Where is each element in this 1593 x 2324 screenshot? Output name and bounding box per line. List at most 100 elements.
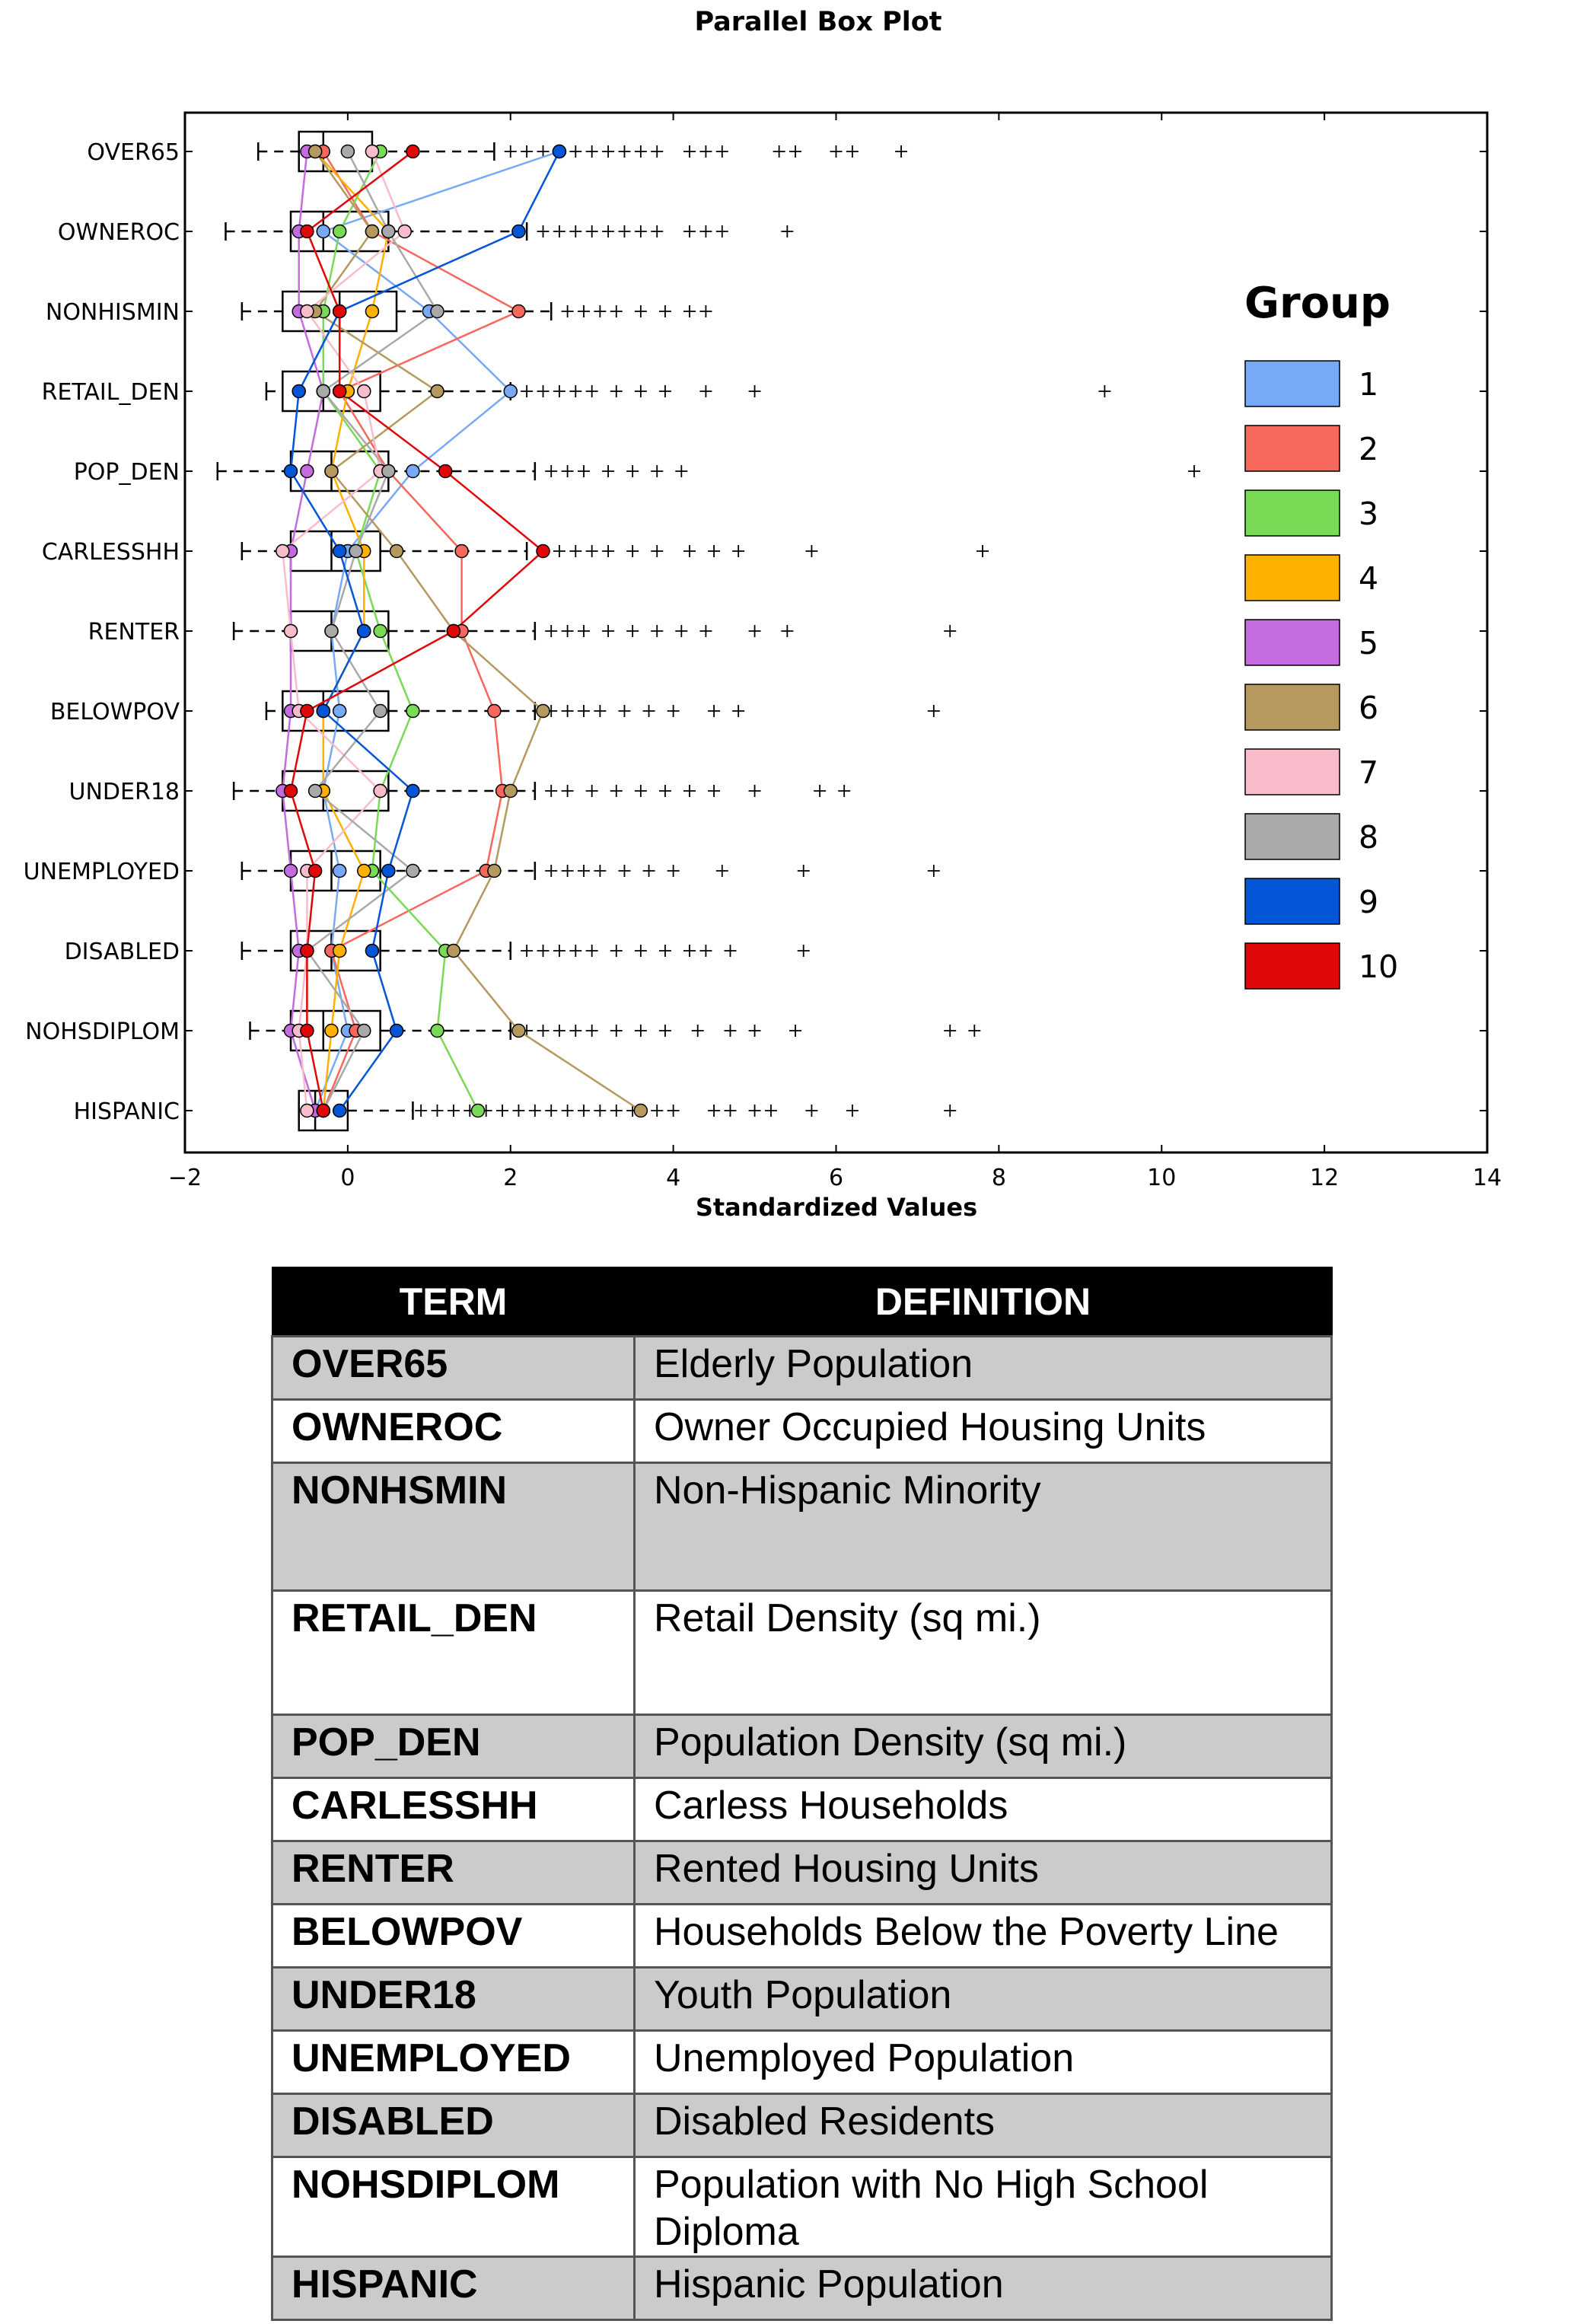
definition-cell: Elderly Population [633, 1335, 1333, 1401]
outlier-marker [699, 145, 712, 158]
outlier-marker [447, 1105, 460, 1117]
term-cell: POP_DEN [271, 1714, 636, 1779]
legend-item-group-7: 7 [1244, 748, 1378, 795]
term-cell: UNEMPLOYED [271, 2029, 636, 2095]
outlier-marker [683, 225, 696, 238]
outlier-marker [594, 865, 607, 877]
point-group-9 [552, 144, 567, 159]
chart-title: Parallel Box Plot [694, 7, 941, 37]
point-group-10 [300, 703, 314, 719]
outlier-marker [658, 945, 671, 957]
outlier-marker [569, 945, 582, 957]
outlier-marker [577, 705, 590, 717]
outlier-marker [838, 785, 851, 797]
point-group-5 [283, 863, 298, 878]
outlier-marker [618, 865, 631, 877]
outlier-marker [683, 305, 696, 317]
y-tick-label: UNDER18 [69, 779, 180, 805]
table-row: NOHSDIPLOM Population with No High Schoo… [271, 2156, 1333, 2258]
outlier-marker [724, 1025, 737, 1037]
legend-title: Group [1244, 279, 1391, 328]
point-group-9 [381, 863, 396, 878]
outlier-marker [545, 465, 558, 477]
point-group-6 [503, 783, 518, 799]
outlier-marker [715, 225, 728, 238]
term-cell: NOHSDIPLOM [271, 2156, 636, 2258]
point-group-6 [365, 224, 380, 239]
outlier-marker [699, 305, 712, 317]
box-belowpov [265, 690, 940, 732]
definition-cell: Carless Households [633, 1777, 1333, 1842]
outlier-marker [658, 305, 671, 317]
table-row: POP_DEN Population Density (sq mi.) [271, 1714, 1333, 1779]
term-column-header: TERM [271, 1267, 636, 1337]
outlier-marker [521, 385, 534, 397]
outlier-marker [667, 865, 680, 877]
outlier-marker [667, 705, 680, 717]
point-group-6 [389, 544, 404, 559]
point-group-7 [365, 144, 380, 159]
outlier-marker [569, 545, 582, 557]
outlier-marker [748, 1105, 761, 1117]
legend-item-group-6: 6 [1244, 684, 1378, 731]
definition-cell: Unemployed Population [633, 2029, 1333, 2095]
legend-label: 7 [1359, 754, 1378, 791]
definition-cell: Population with No High School Diploma [633, 2156, 1333, 2258]
outlier-marker [602, 625, 615, 637]
point-group-7 [300, 304, 314, 319]
outlier-marker [944, 1025, 957, 1037]
outlier-marker [699, 625, 712, 637]
outlier-marker [415, 1105, 428, 1117]
outlier-marker [610, 1025, 623, 1037]
legend-item-group-1: 1 [1244, 360, 1378, 407]
box-iqr [282, 370, 381, 413]
point-group-8 [316, 384, 331, 399]
outlier-marker [585, 785, 598, 797]
box-iqr [282, 770, 390, 812]
outlier-marker [585, 385, 598, 397]
point-group-8 [381, 464, 396, 479]
point-group-4 [365, 304, 380, 319]
point-group-10 [300, 224, 314, 239]
point-group-9 [332, 544, 347, 559]
outlier-marker [944, 1105, 957, 1117]
outlier-marker [553, 545, 566, 557]
outlier-marker [610, 385, 623, 397]
outlier-marker [561, 465, 574, 477]
point-group-2 [454, 544, 469, 559]
box-retail_den [265, 370, 1111, 413]
point-group-10 [406, 144, 420, 159]
outlier-marker [667, 1105, 680, 1117]
outlier-marker [748, 1025, 761, 1037]
outlier-marker [976, 545, 989, 557]
outlier-marker [537, 945, 550, 957]
point-group-9 [283, 464, 298, 479]
term-cell: UNDER18 [271, 1966, 636, 2032]
outlier-marker [895, 145, 908, 158]
table-row: OWNEROC Owner Occupied Housing Units [271, 1398, 1333, 1464]
outlier-marker [724, 945, 737, 957]
outlier-marker [708, 545, 721, 557]
y-tick-label: OWNEROC [58, 219, 180, 246]
legend-swatch [1244, 360, 1340, 407]
outlier-marker [634, 785, 647, 797]
table-row: UNDER18 Youth Population [271, 1966, 1333, 2032]
y-tick-label: CARLESSHH [42, 539, 180, 566]
outlier-marker [537, 1025, 550, 1037]
legend-label: 4 [1359, 560, 1378, 597]
legend-label: 3 [1359, 496, 1378, 532]
outlier-marker [561, 1105, 574, 1117]
y-tick-label: HISPANIC [74, 1098, 180, 1125]
legend-swatch [1244, 748, 1340, 795]
legend-label: 1 [1359, 366, 1378, 403]
box-renter [232, 610, 957, 652]
term-cell: OWNEROC [271, 1398, 636, 1464]
outlier-marker [651, 1105, 664, 1117]
outlier-marker [1188, 465, 1201, 477]
outlier-marker [642, 865, 655, 877]
outlier-marker [658, 385, 671, 397]
outlier-marker [618, 705, 631, 717]
term-cell: BELOWPOV [271, 1903, 636, 1969]
definition-column-header: DEFINITION [633, 1267, 1333, 1337]
legend-swatch [1244, 619, 1340, 666]
